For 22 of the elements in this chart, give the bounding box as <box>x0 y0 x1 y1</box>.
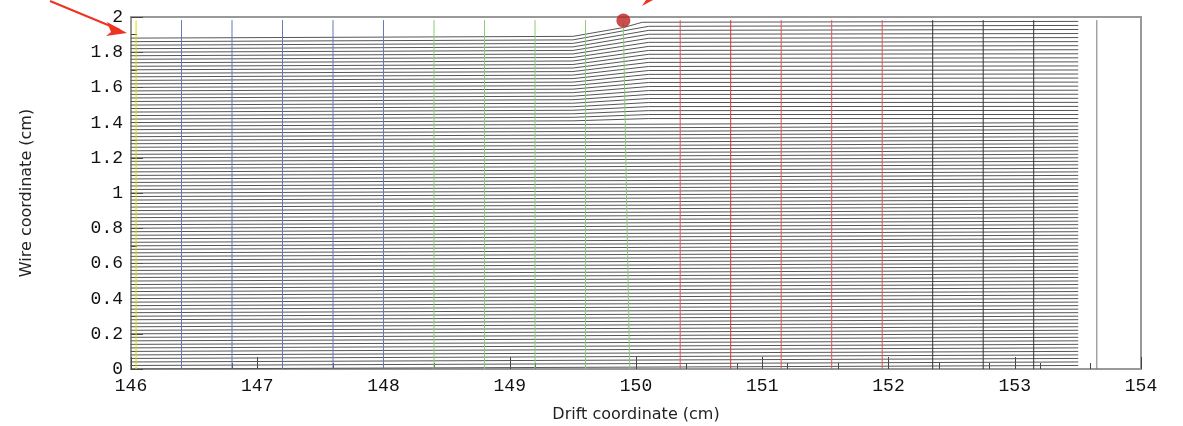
x-tick-label: 149 <box>493 376 526 396</box>
y-axis-title: Wire coordinate (cm) <box>15 108 35 278</box>
y-tick-label: 1.6 <box>90 77 123 98</box>
y-tick-label: 1.4 <box>90 112 123 133</box>
x-tick-label: 150 <box>619 376 653 396</box>
x-axis-title: Drift coordinate (cm) <box>552 403 720 423</box>
y-tick-label: 1 <box>112 183 123 203</box>
y-tick-label: 2 <box>112 7 123 27</box>
y-tick-label: 0 <box>112 359 123 379</box>
x-tick-label: 153 <box>998 376 1031 396</box>
x-tick-label: 154 <box>1124 376 1158 396</box>
x-tick-label: 148 <box>367 376 400 396</box>
x-tick-label: 151 <box>746 376 779 396</box>
y-tick-label: 0.8 <box>90 218 123 239</box>
y-tick-label: 1.8 <box>90 42 123 63</box>
y-tick-label: 0.2 <box>90 323 123 344</box>
y-tick-label: 1.2 <box>90 147 123 168</box>
y-tick-label: 0.4 <box>90 288 123 309</box>
x-tick-label: 146 <box>114 376 148 396</box>
y-tick-label: 0.6 <box>90 253 123 274</box>
x-tick-label: 152 <box>872 376 905 396</box>
x-tick-label: 147 <box>241 376 274 396</box>
